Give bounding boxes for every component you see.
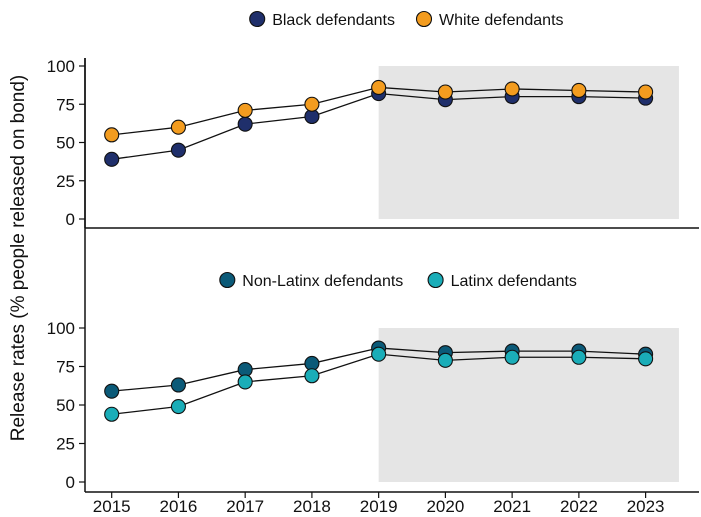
- legend-marker: [415, 10, 433, 28]
- x-tick-label: 2022: [560, 497, 598, 516]
- x-tick-label: 2018: [293, 497, 331, 516]
- data-point: Non-Latinx defendants 2015: 59: [104, 383, 120, 399]
- legend: Black defendants White defendants: [249, 10, 564, 29]
- data-point: Latinx defendants 2022: 81: [571, 349, 587, 365]
- series-black-defendants: Black defendants 2015: 39 Black defendant…: [104, 85, 654, 167]
- data-point: White defendants 2023: 83: [638, 84, 654, 100]
- data-point: Latinx defendants 2017: 65: [237, 374, 253, 390]
- data-point: White defendants 2015: 55: [104, 127, 120, 143]
- legend-item-white-defendants: White defendants: [415, 10, 564, 29]
- legend: Non-Latinx defendants Latinx defendants: [219, 271, 577, 290]
- x-axis: 2015 2016 2017 2018 2019 2020 2021 2022 2023: [85, 491, 699, 516]
- legend-marker: [249, 10, 266, 28]
- data-point: Black defendants 2017: 62: [237, 116, 253, 132]
- data-point: Latinx defendants 2015: 44: [104, 406, 120, 422]
- legend-label: Non-Latinx defendants: [242, 273, 403, 290]
- x-tick-label: 2019: [360, 497, 398, 516]
- data-point: White defendants 2018: 75: [304, 96, 320, 112]
- data-point: Black defendants 2015: 39: [104, 151, 120, 167]
- data-point: White defendants 2017: 71: [237, 102, 253, 118]
- y-axis-label: Release rates (% people released on bond…: [8, 75, 29, 442]
- data-point: Latinx defendants 2023: 80: [638, 351, 654, 367]
- series-white-defendants: White defendants 2015: 55 White defendant…: [104, 79, 654, 143]
- legend-item-black-defendants: Black defendants: [249, 10, 395, 29]
- y-tick-label: 25: [56, 172, 75, 191]
- data-point: White defendants 2019: 86: [371, 79, 387, 95]
- y-tick-label: 50: [56, 134, 75, 153]
- x-tick-label: 2020: [426, 497, 464, 516]
- legend-marker: [219, 271, 236, 289]
- data-point: Latinx defendants 2020: 79: [437, 352, 453, 368]
- x-tick-label: 2023: [627, 497, 665, 516]
- panel-race: 0 25 50 75 100 Black defendants White defendan…: [47, 10, 699, 229]
- data-point: Latinx defendants 2019: 83: [371, 346, 387, 362]
- data-point: White defendants 2016: 60: [170, 119, 186, 135]
- x-tick-label: 2021: [493, 497, 531, 516]
- y-tick-label: 0: [66, 473, 75, 492]
- panel-ethnicity: 0 25 50 75 100 Non-Latinx defendants Latinx de…: [47, 58, 679, 492]
- data-point: White defendants 2020: 83: [437, 84, 453, 100]
- y-tick-label: 25: [56, 435, 75, 454]
- x-tick-label: 2015: [93, 497, 131, 516]
- data-point: Latinx defendants 2021: 81: [504, 349, 520, 365]
- y-tick-label: 100: [47, 57, 75, 76]
- y-tick-label: 100: [47, 319, 75, 338]
- legend-item-non-latinx-defendants: Non-Latinx defendants: [219, 271, 403, 290]
- data-point: White defendants 2021: 85: [504, 81, 520, 97]
- data-point: Non-Latinx defendants 2016: 63: [170, 377, 186, 393]
- series-latinx-defendants: Latinx defendants 2015: 44 Latinx defenda…: [104, 346, 654, 422]
- legend-item-latinx-defendants: Latinx defendants: [427, 271, 577, 290]
- data-point: White defendants 2022: 84: [571, 82, 587, 99]
- legend-label: Black defendants: [272, 12, 395, 29]
- x-tick-label: 2016: [160, 497, 198, 516]
- data-point: Black defendants 2016: 45: [170, 142, 186, 158]
- legend-label: Latinx defendants: [451, 273, 577, 290]
- y-tick-label: 50: [56, 396, 75, 415]
- legend-label: White defendants: [439, 12, 564, 29]
- data-point: Latinx defendants 2018: 69: [304, 368, 320, 384]
- legend-marker: [427, 271, 444, 289]
- y-tick-label: 75: [56, 95, 75, 114]
- data-point: Latinx defendants 2016: 49: [170, 398, 186, 415]
- x-tick-label: 2017: [226, 497, 264, 516]
- y-tick-label: 75: [56, 358, 75, 377]
- y-tick-label: 0: [66, 210, 75, 229]
